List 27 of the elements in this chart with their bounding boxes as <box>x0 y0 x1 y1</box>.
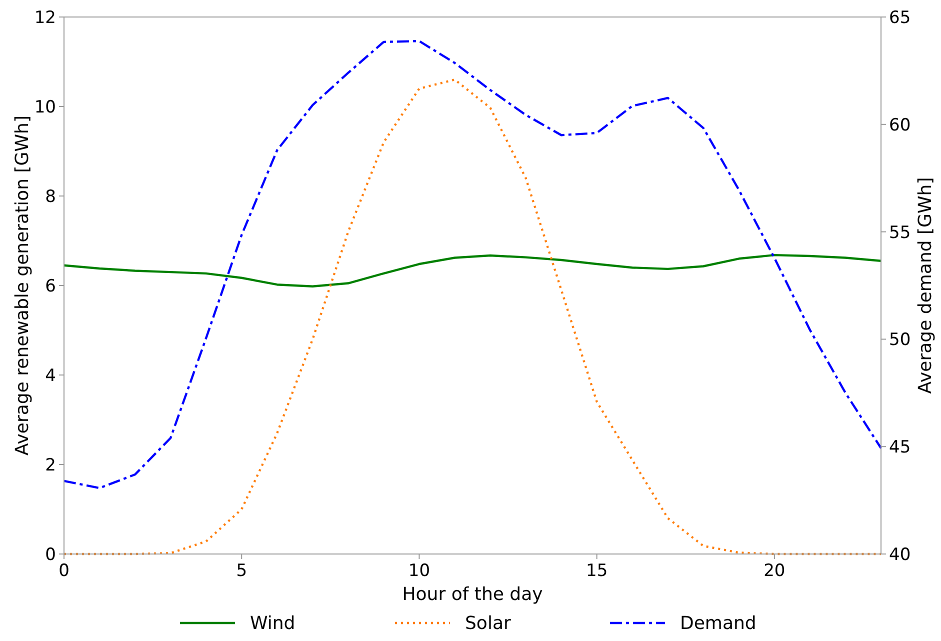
y2-tick-label: 60 <box>889 115 911 136</box>
x-axis-title: Hour of the day <box>402 584 544 605</box>
x-tick-label: 10 <box>408 561 430 581</box>
y-tick-label: 6 <box>45 276 56 296</box>
line-series <box>62 78 882 556</box>
x-tick-label: 5 <box>236 561 248 581</box>
x-tick-label: 15 <box>586 561 608 581</box>
y2-tick-label: 40 <box>889 544 911 565</box>
y2-axis-title: Average demand [GWh] <box>915 177 936 394</box>
y2-tick-label: 45 <box>889 438 911 458</box>
y-tick-label: 12 <box>34 8 56 28</box>
y-tick-label: 8 <box>45 186 56 207</box>
line-series <box>62 40 882 490</box>
y2-tick-label: 55 <box>889 222 911 243</box>
legend-label: Demand <box>680 613 756 634</box>
y-axis-title: Average renewable generation [GWh] <box>12 116 33 456</box>
y-tick-label: 4 <box>45 366 56 386</box>
x-tick-label: 20 <box>764 561 786 581</box>
x-tick-label: 0 <box>58 561 70 581</box>
y2-tick-label: 65 <box>889 8 911 28</box>
y-tick-label: 10 <box>34 97 56 118</box>
y-tick-label: 0 <box>45 544 56 565</box>
legend-label: Solar <box>465 613 512 634</box>
y2-tick-label: 50 <box>889 330 911 350</box>
y-tick-label: 2 <box>45 455 56 476</box>
legend-label: Wind <box>250 613 296 634</box>
line-series <box>62 254 882 288</box>
